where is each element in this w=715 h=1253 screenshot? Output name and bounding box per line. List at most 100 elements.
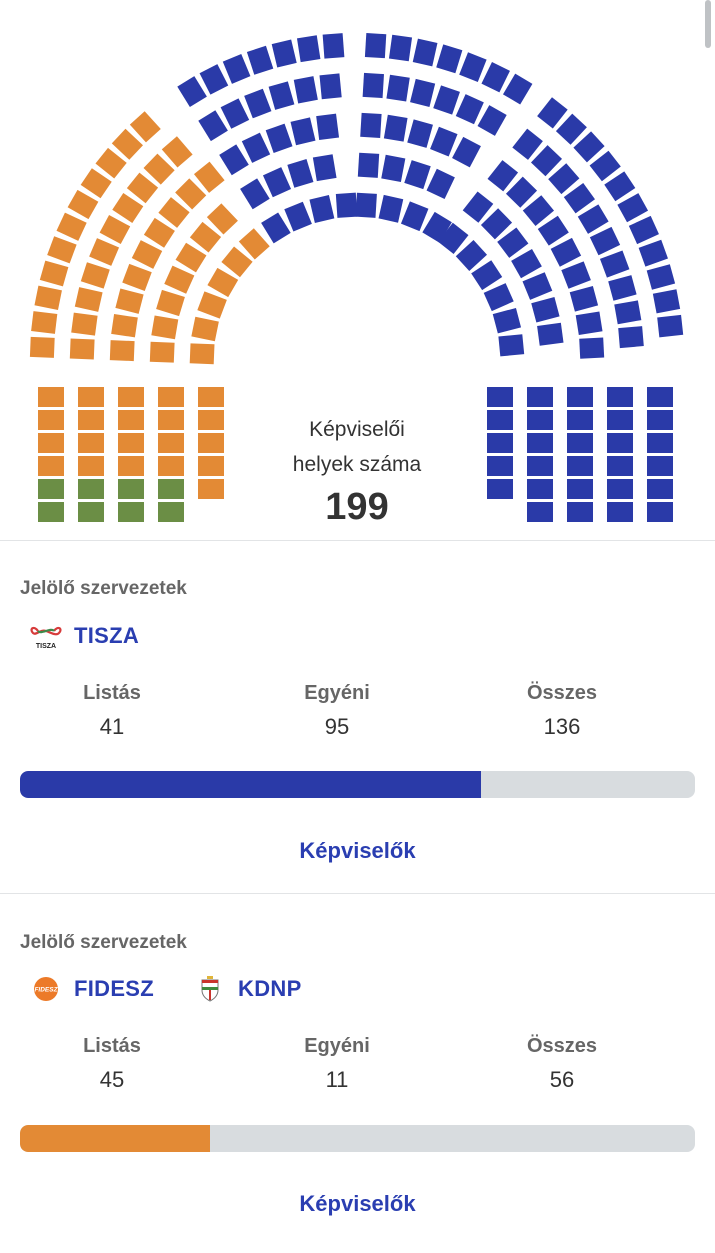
seat — [244, 88, 272, 119]
scrollbar[interactable] — [705, 0, 711, 48]
party-name-tisza[interactable]: TISZA — [74, 623, 140, 648]
seat — [522, 195, 555, 226]
seat — [607, 479, 633, 499]
seat — [38, 387, 64, 407]
seat — [78, 456, 104, 476]
seat — [386, 74, 410, 102]
stat-value-listas: 41 — [99, 714, 125, 739]
seat — [74, 287, 103, 312]
seat — [400, 201, 429, 232]
seat — [29, 336, 55, 358]
seat — [38, 433, 64, 453]
seat — [548, 163, 580, 195]
seat-share-bar — [20, 771, 695, 798]
seat — [99, 215, 131, 244]
stat-value-egyeni: 11 — [325, 1067, 349, 1092]
seat — [569, 286, 599, 312]
seat — [207, 267, 239, 298]
stat-label-egyeni: Egyéni — [304, 1035, 370, 1057]
seat — [198, 110, 228, 142]
seat — [487, 387, 513, 407]
seat — [607, 502, 633, 522]
seat — [161, 136, 193, 168]
seat — [357, 152, 380, 178]
seat — [647, 410, 673, 430]
seat — [118, 456, 144, 476]
seat — [78, 502, 104, 522]
seat — [436, 44, 463, 74]
seat — [378, 194, 404, 223]
party-name-kdnp[interactable]: KDNP — [238, 976, 302, 1001]
party-kdnp[interactable]: KDNP — [192, 973, 302, 1005]
seat — [607, 433, 633, 453]
party-name-fidesz[interactable]: FIDESZ — [74, 976, 155, 1001]
party-card-tisza: Jelölő szervezetek TISZA TISZA Listás 41… — [0, 540, 715, 900]
seat — [607, 387, 633, 407]
seat — [156, 289, 185, 317]
party-fidesz[interactable]: FIDESZ FIDESZ — [28, 973, 154, 1005]
representatives-link[interactable]: Képviselők — [299, 838, 416, 863]
seat — [78, 433, 104, 453]
party-tisza[interactable]: TISZA TISZA — [28, 620, 139, 652]
seat — [164, 265, 195, 294]
seat — [502, 73, 533, 105]
seat-share-bar-fill — [20, 1125, 210, 1152]
seat — [527, 502, 553, 522]
seat — [177, 76, 207, 108]
kdnp-logo-icon — [192, 973, 228, 1005]
seat — [355, 192, 377, 218]
stat-value-osszes: 136 — [543, 714, 581, 739]
seat — [118, 410, 144, 430]
seat — [47, 236, 77, 264]
seat — [241, 132, 271, 163]
seat — [561, 261, 591, 289]
seat — [158, 197, 190, 228]
seat — [511, 248, 542, 279]
seat — [437, 222, 469, 255]
seat — [38, 456, 64, 476]
seat — [608, 275, 637, 301]
seat — [193, 161, 225, 193]
seat — [589, 226, 621, 256]
seat — [290, 117, 316, 146]
seat — [477, 105, 507, 136]
seat — [175, 178, 207, 210]
seat — [335, 192, 358, 218]
seat — [197, 291, 227, 319]
seat — [410, 78, 436, 107]
seat — [404, 160, 431, 190]
seat — [604, 171, 636, 202]
seat — [614, 300, 642, 325]
seat — [577, 204, 609, 234]
seat — [126, 172, 159, 204]
seat — [222, 53, 251, 84]
seat — [455, 240, 488, 271]
seat — [265, 123, 293, 153]
divider — [0, 540, 715, 541]
stat-label-osszes: Összes — [526, 682, 598, 704]
seat — [240, 178, 270, 210]
seat-share-bar — [20, 1125, 695, 1152]
seat — [487, 160, 519, 192]
seat — [522, 272, 553, 300]
seat — [287, 159, 314, 188]
seat — [158, 502, 184, 522]
seat — [430, 126, 458, 157]
stat-label-listas: Listás — [83, 1035, 141, 1057]
seat — [433, 85, 460, 115]
seat — [364, 33, 387, 59]
seat — [34, 285, 62, 310]
seat — [118, 502, 144, 522]
seat — [412, 38, 438, 67]
seat — [462, 191, 494, 223]
seat — [118, 479, 144, 499]
seat — [567, 410, 593, 430]
seat — [198, 387, 224, 407]
divider — [0, 893, 715, 894]
representatives-link[interactable]: Képviselők — [299, 1191, 416, 1216]
seat — [143, 153, 175, 185]
seat — [607, 410, 633, 430]
seat — [271, 39, 297, 68]
seat — [567, 456, 593, 476]
seat — [555, 113, 587, 145]
